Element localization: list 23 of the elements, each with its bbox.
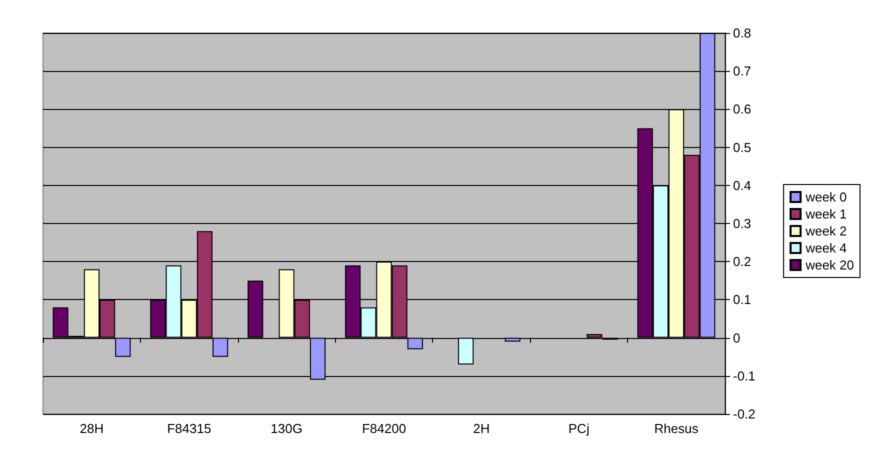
x-tick-label: Rhesus — [654, 421, 699, 436]
x-tick-label: 28H — [80, 421, 104, 436]
y-tick-label: 0.2 — [733, 254, 752, 270]
y-tick-label: -0.1 — [733, 368, 756, 384]
y-tick-label: 0.1 — [733, 292, 752, 308]
x-tick-label: 2H — [473, 421, 490, 436]
legend-label: week 2 — [804, 224, 847, 238]
y-tick-label: -0.2 — [733, 406, 756, 422]
y-tick-label: 0.7 — [733, 64, 752, 79]
legend-label: week 1 — [804, 206, 847, 222]
x-tick-label: F84200 — [362, 421, 406, 436]
y-tick-label: 0 — [733, 330, 740, 346]
y-tick-label: 0.8 — [733, 26, 752, 40]
y-tick-label: 0.3 — [733, 216, 752, 231]
y-tick-label: 0.6 — [733, 102, 752, 117]
y-tick-label: 0.4 — [733, 178, 752, 193]
legend-label: week 0 — [804, 190, 847, 204]
x-tick-label: 130G — [270, 421, 302, 436]
legend-label: week 4 — [804, 240, 847, 256]
y-tick-label: 0.5 — [733, 140, 752, 155]
x-tick-label: PCj — [568, 421, 590, 436]
legend-label: week 20 — [804, 258, 854, 272]
x-tick-label: F84315 — [167, 421, 212, 436]
